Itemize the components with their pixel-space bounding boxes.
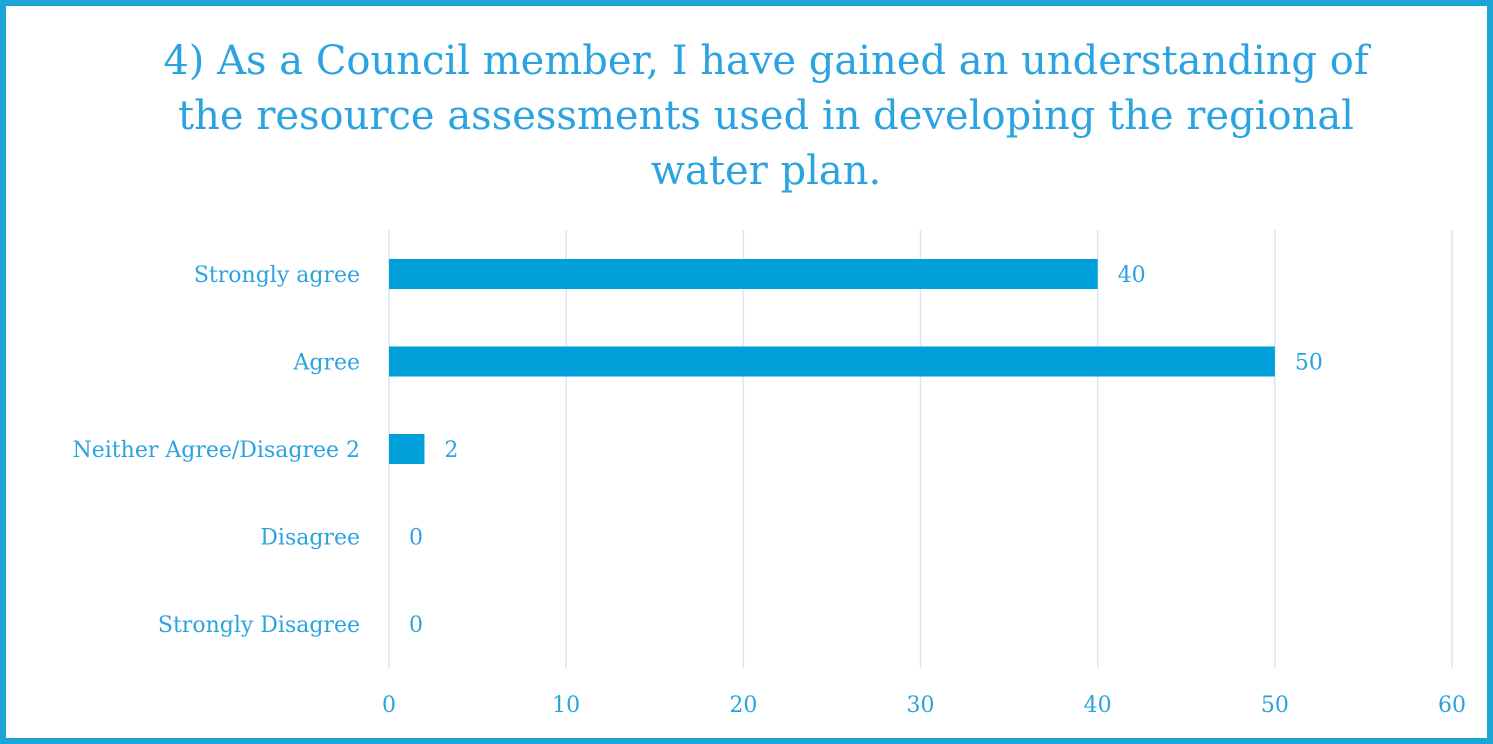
- data-label-strongly-disagree: 0: [409, 613, 423, 638]
- data-label-neither-agree-disagree-2: 2: [444, 438, 458, 463]
- category-label-disagree: Disagree: [260, 526, 360, 551]
- bar-strongly-agree: [389, 259, 1098, 289]
- data-label-disagree: 0: [409, 526, 423, 551]
- category-label-agree: Agree: [292, 351, 360, 376]
- category-label-strongly-agree: Strongly agree: [194, 263, 360, 288]
- x-tick-label-30: 30: [907, 693, 935, 718]
- x-tick-label-40: 40: [1084, 693, 1112, 718]
- category-label-neither-agree-disagree-2: Neither Agree/Disagree 2: [73, 438, 361, 463]
- x-tick-label-10: 10: [552, 693, 580, 718]
- x-tick-label-60: 60: [1438, 693, 1466, 718]
- x-tick-label-20: 20: [729, 693, 757, 718]
- bar-neither-agree-disagree-2: [389, 434, 425, 464]
- chart-title-line-2: the resource assessments used in develop…: [178, 93, 1354, 139]
- category-label-strongly-disagree: Strongly Disagree: [158, 613, 360, 638]
- bar-agree: [389, 346, 1275, 377]
- chart-title: 4) As a Council member, I have gained an…: [136, 34, 1396, 199]
- data-label-agree: 50: [1295, 351, 1323, 376]
- x-tick-label-0: 0: [382, 693, 396, 718]
- x-tick-label-50: 50: [1261, 693, 1289, 718]
- chart-title-line-3: water plan.: [650, 148, 882, 194]
- data-label-strongly-agree: 40: [1118, 263, 1146, 288]
- chart-title-line-1: 4) As a Council member, I have gained an…: [163, 38, 1369, 84]
